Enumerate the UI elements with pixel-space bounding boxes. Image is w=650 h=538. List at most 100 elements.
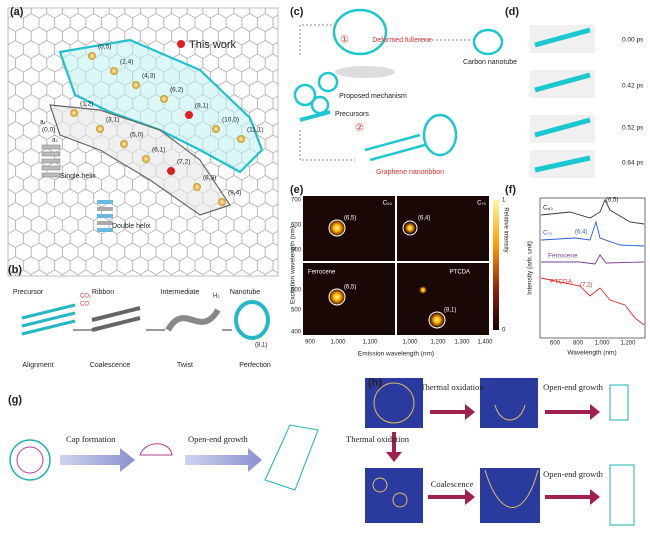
time-label: 0.64 ps: [622, 160, 644, 167]
series-label: C₆₀: [543, 205, 553, 212]
panel-name: C₇₀: [477, 201, 486, 207]
step-number: ②: [355, 123, 364, 134]
chirality-label: (4,3): [142, 73, 155, 80]
single-helix: [41, 144, 61, 178]
chirality-dot: [132, 81, 140, 89]
step-label: Perfection: [239, 362, 271, 369]
spot-label: (6,5): [344, 216, 356, 222]
panel-name: PTCDA: [450, 270, 470, 276]
panel-c-images: [293, 8, 504, 162]
step-label: Open-end growth: [543, 469, 603, 479]
gas-label: CO₂: [80, 294, 92, 300]
panel-b-images: [21, 300, 270, 340]
series-label: Ferrocene: [548, 253, 578, 260]
chirality-dot: [142, 155, 150, 163]
time-label: 0.52 ps: [622, 125, 644, 132]
x-axis-title: Wavelength (nm): [567, 350, 616, 357]
y-tick-label: 500: [291, 308, 302, 314]
x-axis-title: Emission wavelength (nm): [358, 351, 434, 358]
chirality-dot: [70, 109, 78, 117]
fullerene-label: Deformed fullerene: [372, 37, 432, 44]
panel-label: (b): [8, 264, 22, 276]
chirality-dot: [160, 95, 168, 103]
panel-label: (a): [10, 6, 24, 18]
chirality-label: (0,5): [98, 44, 111, 51]
chirality-label: (1,2): [80, 101, 93, 108]
chirality-label: (9,4): [228, 190, 241, 197]
helix-label: Single helix: [60, 173, 96, 180]
panel-name: Ferrocene: [308, 270, 336, 276]
x-tick-label: 1,000: [402, 340, 418, 346]
chirality-label: (6,1): [152, 147, 165, 154]
mechanism-label: Proposed mechanism: [339, 93, 407, 100]
gas-label: CO: [80, 302, 89, 308]
panel-d-images: [530, 25, 595, 178]
chirality-label: (11,1): [247, 127, 264, 134]
panel-label: (d): [505, 6, 519, 18]
stage-label: Intermediate: [161, 289, 200, 296]
chirality-dot: [167, 167, 175, 175]
chirality-dot: [88, 52, 96, 60]
chirality-label: (0,0): [42, 127, 55, 134]
nanotube-label: Carbon nanotube: [463, 59, 517, 66]
x-tick-label: 800: [573, 341, 584, 347]
step-label: Alignment: [22, 362, 53, 369]
y-tick-label: 600: [291, 288, 302, 294]
spot-label: (8,1): [444, 308, 456, 314]
x-tick-label: 1,000: [594, 341, 610, 347]
x-tick-label: 1,100: [362, 340, 378, 346]
y-tick-label: 600: [291, 223, 302, 229]
panel-g-images: [9, 424, 319, 491]
chirality-dot: [120, 140, 128, 148]
step-label: Cap formation: [66, 434, 116, 444]
chirality-dot: [212, 125, 220, 133]
y-tick-label: 400: [291, 330, 302, 336]
x-tick-label: 1,000: [330, 340, 346, 346]
panel-label: (f): [505, 184, 516, 196]
step-label: Open-end growth: [543, 382, 603, 392]
x-tick-label: 900: [305, 340, 316, 346]
colorbar-tick: 1: [502, 198, 506, 204]
chirality-label: (2,4): [120, 59, 133, 66]
panel-name: C₆₀: [383, 201, 393, 207]
x-tick-label: 1,200: [620, 341, 636, 347]
helix-label: Double helix: [112, 223, 151, 230]
panel-label: (c): [290, 6, 304, 18]
highlight-region: [58, 38, 264, 174]
step-label: Coalescence: [431, 479, 474, 489]
peak-label: (6,5): [606, 198, 618, 204]
gas-label: H₂: [213, 294, 220, 300]
stage-label: Precursor: [13, 289, 44, 296]
vector-label: a₂: [52, 138, 58, 144]
chirality-label: (6,2): [170, 87, 183, 94]
series-label: C₇₀: [543, 230, 553, 237]
chirality-dot: [193, 183, 201, 191]
panel-label: (g): [8, 394, 22, 406]
chirality-label: (7,2): [177, 159, 190, 166]
chirality-dot: [96, 125, 104, 133]
heatmap: [303, 196, 499, 335]
peak-label: (6,4): [575, 230, 587, 236]
chirality-dot: [237, 135, 245, 143]
step-number: ①: [340, 35, 349, 46]
panel-h-images: [365, 378, 635, 526]
x-tick-label: 1,200: [430, 340, 446, 346]
step-label: Thermal oxidation: [346, 434, 410, 444]
stage-label: Nanotube: [230, 289, 260, 296]
ribbon-label: Graphene nanoribbon: [376, 169, 444, 176]
x-tick-label: 600: [550, 341, 561, 347]
y-tick-label: 500: [291, 248, 302, 254]
y-axis-title: Intensity (arb. unit): [527, 241, 534, 295]
series-label: PTCDA: [550, 279, 573, 286]
chirality-label: (5,0): [130, 132, 143, 139]
chirality-dot: [185, 111, 193, 119]
stage-label: Ribbon: [92, 289, 114, 296]
gray-region: [49, 104, 231, 216]
spot-label: (6,4): [418, 216, 430, 222]
time-label: 0.42 ps: [622, 83, 644, 90]
chirality-label: (8,3): [203, 175, 216, 182]
step-label: Coalescence: [90, 362, 131, 369]
step-label: Thermal oxidation: [420, 382, 484, 392]
panel-label: (h): [368, 377, 382, 389]
